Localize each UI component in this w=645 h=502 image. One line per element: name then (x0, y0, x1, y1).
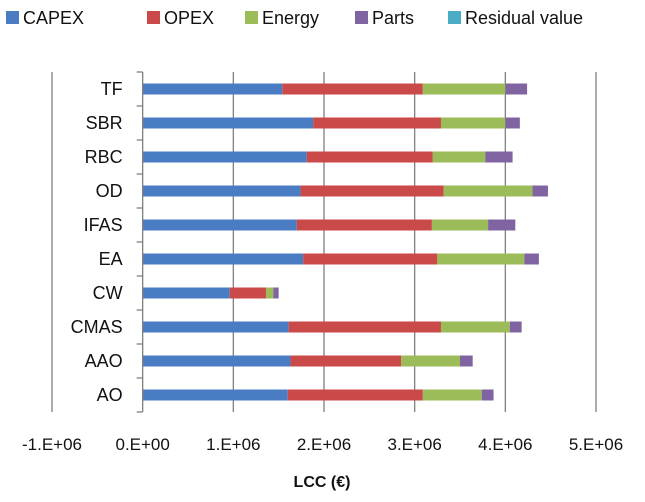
legend-swatch (147, 11, 160, 24)
bar-segment-parts (524, 253, 539, 265)
bar-segment-opex (229, 287, 266, 299)
legend-swatch (245, 11, 258, 24)
category-label: AO (97, 385, 123, 405)
bar-segment-opex (282, 83, 423, 95)
bar-segment-energy (401, 355, 460, 367)
bar-segment-opex (300, 185, 444, 197)
legend-label: Energy (262, 8, 319, 28)
bar-segment-energy (431, 219, 489, 231)
legend-label: Parts (372, 8, 414, 28)
x-tick-label: 0.E+00 (115, 435, 169, 454)
bar-segment-opex (313, 117, 441, 129)
bar-segment-energy (422, 83, 506, 95)
legend-swatch (6, 11, 19, 24)
bar-segment-parts (509, 321, 522, 333)
bar-segment-opex (287, 389, 423, 401)
bar-segment-capex (142, 321, 289, 333)
bar-segment-capex (142, 83, 283, 95)
bar-segment-opex (288, 321, 441, 333)
bar-segment-opex (296, 219, 432, 231)
bar-segment-energy (422, 389, 482, 401)
category-label: CW (93, 283, 123, 303)
bar-segment-energy (265, 287, 274, 299)
bar-segment-capex (142, 117, 314, 129)
bar-segment-capex (142, 219, 297, 231)
x-axis-title: LCC (€) (294, 474, 351, 491)
bar-segment-energy (437, 253, 525, 265)
category-label: OD (96, 181, 123, 201)
bar-segment-energy (432, 151, 486, 163)
x-tick-label: 4.E+06 (478, 435, 532, 454)
bar-segment-capex (142, 287, 230, 299)
category-label: RBC (85, 147, 123, 167)
bar-segment-parts (273, 287, 279, 299)
bar-segment-opex (290, 355, 402, 367)
category-label: TF (101, 79, 123, 99)
bar-segment-parts (505, 83, 528, 95)
x-tick-label: -1.E+06 (22, 435, 82, 454)
bar-segment-parts (460, 355, 473, 367)
bar-segment-parts (505, 117, 520, 129)
category-label: EA (99, 249, 123, 269)
bar-segment-opex (306, 151, 433, 163)
legend-label: Residual value (465, 8, 583, 28)
bar-segment-capex (142, 185, 301, 197)
bar-segment-parts (485, 151, 513, 163)
bar-segment-energy (443, 185, 533, 197)
bar-segment-capex (142, 355, 291, 367)
bar-segment-parts (481, 389, 494, 401)
category-label: IFAS (84, 215, 123, 235)
x-tick-label: 2.E+06 (297, 435, 351, 454)
category-label: SBR (86, 113, 123, 133)
legend-label: CAPEX (23, 8, 84, 28)
legend-swatch (355, 11, 368, 24)
bar-segment-parts (488, 219, 516, 231)
bar-segment-opex (303, 253, 438, 265)
x-tick-label: 3.E+06 (387, 435, 441, 454)
bar-segment-energy (440, 321, 510, 333)
bar-segment-capex (142, 151, 307, 163)
bar-segment-parts (532, 185, 548, 197)
legend-swatch (448, 11, 461, 24)
bar-segment-capex (142, 389, 288, 401)
x-tick-label: 5.E+06 (569, 435, 623, 454)
x-tick-label: 1.E+06 (206, 435, 260, 454)
category-label: CMAS (71, 317, 123, 337)
bar-segment-capex (142, 253, 304, 265)
legend-label: OPEX (164, 8, 214, 28)
category-label: AAO (85, 351, 123, 371)
bar-segment-energy (440, 117, 506, 129)
